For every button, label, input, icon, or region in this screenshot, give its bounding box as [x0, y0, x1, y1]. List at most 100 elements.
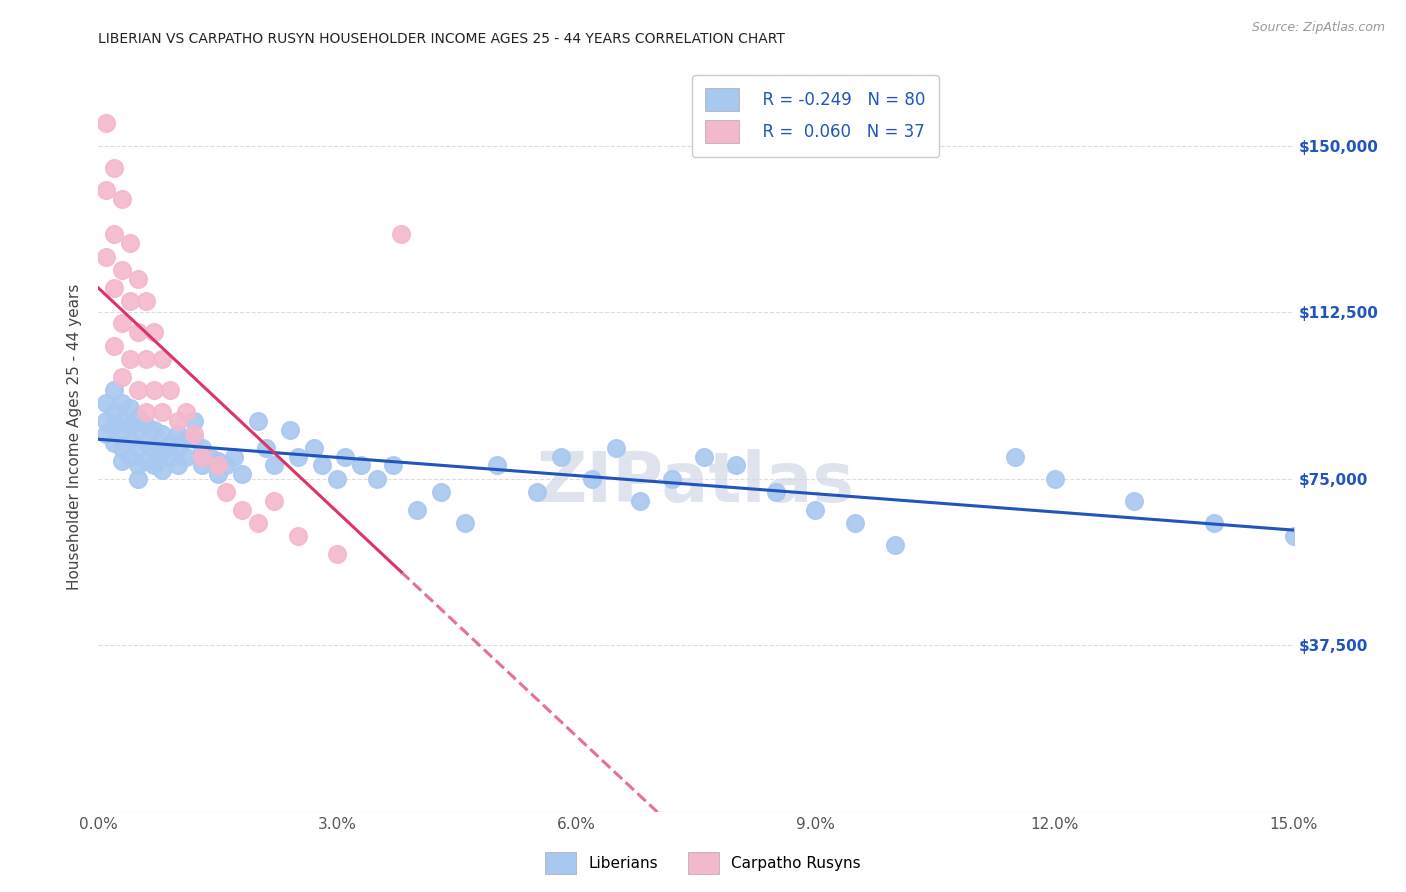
Point: [1004, 450, 1026, 464]
Point: [135, 294, 157, 309]
Point: [103, 436, 125, 450]
Point: [150, 427, 173, 442]
Point: [191, 441, 214, 455]
Point: [103, 281, 125, 295]
Point: [581, 472, 603, 486]
Point: [207, 467, 229, 482]
Point: [96, 250, 118, 264]
Point: [485, 458, 508, 473]
Point: [127, 441, 149, 455]
Point: [120, 351, 142, 366]
Point: [143, 441, 166, 455]
Point: [167, 441, 190, 455]
Point: [96, 116, 118, 130]
Point: [96, 427, 118, 442]
Point: [103, 338, 125, 352]
Point: [135, 454, 157, 468]
Point: [1282, 529, 1305, 543]
Point: [287, 450, 309, 464]
Point: [135, 418, 157, 433]
Point: [198, 450, 221, 464]
Point: [120, 401, 142, 415]
Point: [103, 161, 125, 175]
Point: [135, 405, 157, 419]
Point: [111, 192, 134, 206]
Point: [120, 236, 142, 251]
Point: [103, 418, 125, 433]
Point: [454, 516, 477, 530]
Point: [120, 432, 142, 446]
Point: [111, 454, 134, 468]
Point: [191, 450, 214, 464]
Point: [335, 450, 357, 464]
Point: [150, 463, 173, 477]
Point: [150, 405, 173, 419]
Point: [127, 325, 149, 339]
Text: LIBERIAN VS CARPATHO RUSYN HOUSEHOLDER INCOME AGES 25 - 44 YEARS CORRELATION CHA: LIBERIAN VS CARPATHO RUSYN HOUSEHOLDER I…: [98, 32, 786, 46]
Point: [1123, 494, 1146, 508]
Point: [693, 450, 716, 464]
Point: [120, 418, 142, 433]
Point: [183, 427, 205, 442]
Point: [246, 516, 269, 530]
Point: [135, 351, 157, 366]
Point: [127, 383, 149, 397]
Point: [231, 503, 253, 517]
Point: [765, 485, 787, 500]
Point: [302, 441, 325, 455]
Point: [174, 432, 197, 446]
Point: [143, 383, 166, 397]
Point: [103, 227, 125, 242]
Point: [191, 458, 214, 473]
Point: [127, 458, 149, 473]
Point: [159, 450, 181, 464]
Point: [246, 414, 269, 428]
Point: [174, 405, 197, 419]
Point: [526, 485, 548, 500]
Point: [111, 316, 134, 330]
Point: [111, 396, 134, 410]
Point: [127, 272, 149, 286]
Point: [150, 445, 173, 459]
Point: [127, 472, 149, 486]
Point: [350, 458, 373, 473]
Point: [150, 351, 173, 366]
Point: [174, 450, 197, 464]
Point: [430, 485, 453, 500]
Point: [120, 450, 142, 464]
Point: [263, 458, 285, 473]
Point: [103, 383, 125, 397]
Legend: Liberians, Carpatho Rusyns: Liberians, Carpatho Rusyns: [540, 846, 866, 880]
Point: [159, 436, 181, 450]
Point: [311, 458, 333, 473]
Point: [120, 294, 142, 309]
Point: [167, 414, 190, 428]
Point: [96, 414, 118, 428]
Point: [159, 383, 181, 397]
Point: [628, 494, 651, 508]
Point: [167, 458, 190, 473]
Point: [183, 414, 205, 428]
Point: [143, 325, 166, 339]
Point: [96, 183, 118, 197]
Point: [724, 458, 747, 473]
Point: [1202, 516, 1225, 530]
Text: ZIPatlas: ZIPatlas: [537, 449, 855, 516]
Point: [231, 467, 253, 482]
Point: [884, 538, 907, 552]
Legend:   R = -0.249   N = 80,   R =  0.060   N = 37: R = -0.249 N = 80, R = 0.060 N = 37: [692, 75, 939, 157]
Point: [167, 427, 190, 442]
Point: [389, 227, 412, 242]
Point: [287, 529, 309, 543]
Point: [550, 450, 572, 464]
Point: [215, 485, 238, 500]
Point: [254, 441, 277, 455]
Point: [143, 458, 166, 473]
Point: [661, 472, 683, 486]
Point: [326, 472, 349, 486]
Point: [207, 454, 229, 468]
Point: [111, 369, 134, 384]
Point: [382, 458, 405, 473]
Point: [844, 516, 866, 530]
Point: [605, 441, 627, 455]
